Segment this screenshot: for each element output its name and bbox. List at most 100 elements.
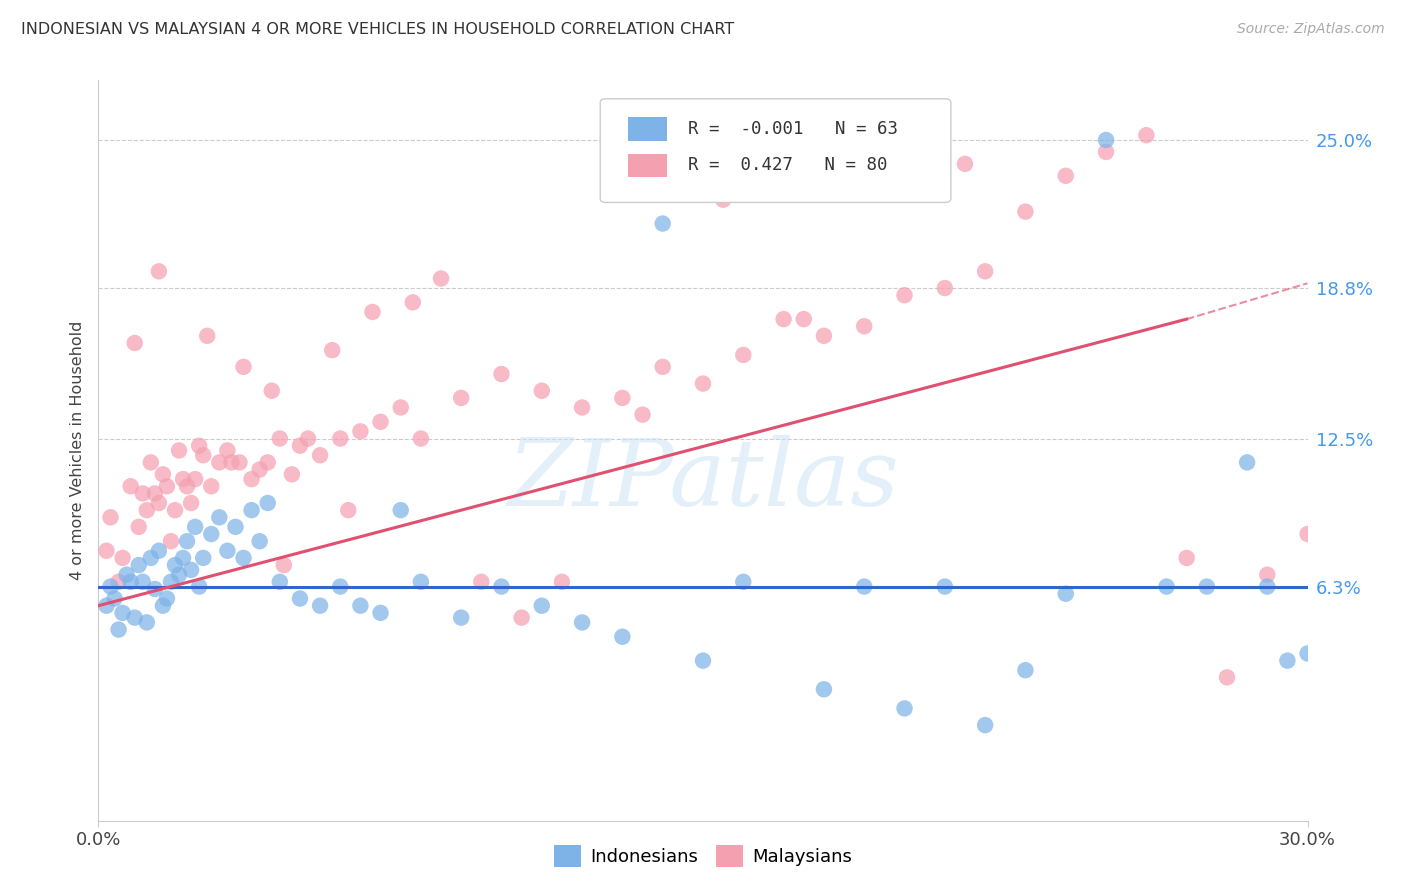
Point: [128, 520, 150, 534]
Point: [148, 543, 170, 558]
Point: [329, 432, 352, 446]
Point: [793, 312, 815, 326]
Point: [269, 432, 291, 446]
Point: [224, 520, 246, 534]
Point: [370, 415, 392, 429]
Point: [103, 591, 125, 606]
Point: [260, 384, 283, 398]
Point: [571, 615, 593, 630]
Point: [389, 503, 412, 517]
Point: [188, 580, 211, 594]
Point: [163, 558, 186, 573]
Point: [1216, 670, 1239, 684]
Point: [651, 359, 673, 374]
Point: [208, 455, 231, 469]
Point: [402, 295, 425, 310]
Point: [1175, 550, 1198, 565]
FancyBboxPatch shape: [628, 153, 666, 178]
Point: [249, 534, 271, 549]
Point: [139, 550, 162, 565]
Point: [217, 443, 239, 458]
Point: [321, 343, 343, 358]
Text: ZIPatlas: ZIPatlas: [508, 435, 898, 525]
Point: [337, 503, 360, 517]
Point: [107, 574, 129, 589]
Point: [128, 558, 150, 573]
Point: [249, 462, 271, 476]
Point: [172, 472, 194, 486]
Point: [309, 599, 332, 613]
Point: [184, 520, 207, 534]
Point: [1014, 204, 1036, 219]
Point: [160, 574, 183, 589]
Legend: Indonesians, Malaysians: Indonesians, Malaysians: [554, 845, 852, 867]
Point: [813, 682, 835, 697]
Point: [953, 157, 976, 171]
Point: [208, 510, 231, 524]
Text: R =  0.427   N = 80: R = 0.427 N = 80: [689, 156, 889, 175]
Y-axis label: 4 or more Vehicles in Household: 4 or more Vehicles in Household: [69, 321, 84, 580]
Point: [184, 472, 207, 486]
Point: [135, 503, 157, 517]
Point: [510, 610, 533, 624]
Point: [470, 574, 492, 589]
Point: [193, 448, 215, 462]
Point: [1256, 580, 1278, 594]
Point: [530, 599, 553, 613]
Point: [853, 580, 876, 594]
Point: [288, 591, 311, 606]
Point: [491, 367, 513, 381]
Point: [370, 606, 392, 620]
Point: [1095, 145, 1118, 159]
Point: [232, 550, 254, 565]
Point: [1054, 587, 1077, 601]
Point: [115, 567, 138, 582]
Point: [491, 580, 513, 594]
Point: [349, 425, 371, 439]
Point: [974, 264, 997, 278]
Point: [430, 271, 453, 285]
Point: [124, 336, 146, 351]
Point: [813, 328, 835, 343]
Point: [1195, 580, 1218, 594]
Point: [111, 606, 134, 620]
Point: [160, 534, 183, 549]
Point: [309, 448, 332, 462]
Point: [329, 580, 352, 594]
Point: [530, 384, 553, 398]
Point: [893, 288, 915, 302]
Point: [217, 543, 239, 558]
Point: [612, 630, 634, 644]
Text: Source: ZipAtlas.com: Source: ZipAtlas.com: [1237, 22, 1385, 37]
Point: [240, 472, 263, 486]
Point: [195, 328, 218, 343]
Point: [853, 319, 876, 334]
Point: [281, 467, 304, 482]
Point: [934, 580, 956, 594]
Point: [273, 558, 295, 573]
Point: [1296, 527, 1319, 541]
Point: [120, 574, 142, 589]
Point: [132, 486, 155, 500]
Point: [176, 479, 198, 493]
Point: [124, 610, 146, 624]
Point: [193, 550, 215, 565]
Point: [1095, 133, 1118, 147]
Point: [711, 193, 734, 207]
FancyBboxPatch shape: [628, 118, 666, 141]
Text: R =  -0.001   N = 63: R = -0.001 N = 63: [689, 120, 898, 138]
Point: [180, 496, 202, 510]
Point: [143, 582, 166, 596]
Point: [631, 408, 654, 422]
Point: [269, 574, 291, 589]
Point: [156, 479, 179, 493]
Point: [361, 305, 384, 319]
Point: [152, 467, 174, 482]
Point: [297, 432, 319, 446]
Point: [132, 574, 155, 589]
Point: [934, 281, 956, 295]
Point: [551, 574, 574, 589]
Point: [180, 563, 202, 577]
Point: [1014, 663, 1036, 677]
Point: [200, 527, 222, 541]
